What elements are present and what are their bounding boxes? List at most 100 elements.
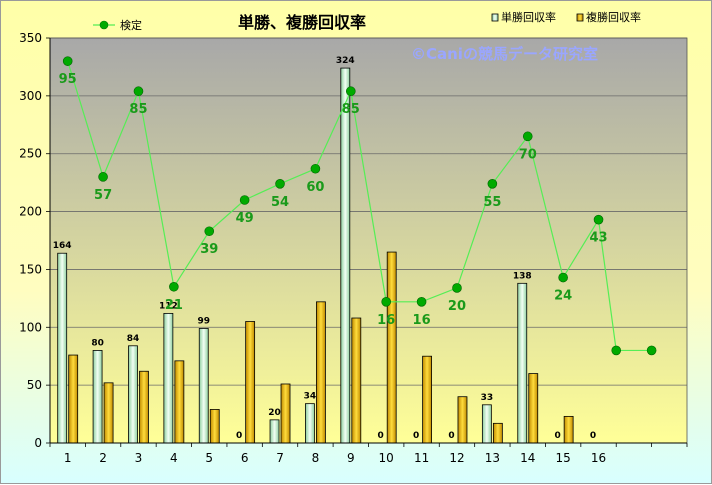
y-tick-label-0: 0 xyxy=(34,436,42,450)
test-label-16: 43 xyxy=(589,231,607,246)
test-label-3: 85 xyxy=(129,102,147,117)
place-bar-13 xyxy=(492,422,503,444)
win-bar-8 xyxy=(305,403,315,444)
test-point-10 xyxy=(381,297,391,307)
win-bar-label-10: 0 xyxy=(378,431,384,441)
test-line xyxy=(67,60,652,352)
win-bar-label-5: 99 xyxy=(197,316,210,326)
x-tick-label-5: 5 xyxy=(205,451,213,465)
win-bar-label-8: 34 xyxy=(304,392,317,402)
place-bar-8 xyxy=(316,301,326,444)
place-bar-1 xyxy=(68,354,79,444)
win-bar-7 xyxy=(269,419,280,444)
legend-item-win: 単勝回収率 xyxy=(491,10,556,24)
legend-item-place: 複勝回収率 xyxy=(576,10,641,24)
win-bar-label-9: 324 xyxy=(336,56,355,66)
x-tick-label-14: 14 xyxy=(520,451,535,465)
test-point-1 xyxy=(62,56,73,66)
x-tick-label-8: 8 xyxy=(312,451,320,465)
win-bar-9 xyxy=(340,67,351,444)
y-tick-label-150: 150 xyxy=(19,262,42,276)
win-bar-label-4: 112 xyxy=(159,301,178,311)
x-tick-label-11: 11 xyxy=(414,451,429,465)
win-bar-label-14: 138 xyxy=(513,271,532,281)
plot-area xyxy=(50,38,687,443)
win-bar-label-12: 0 xyxy=(448,431,454,441)
win-bar-14 xyxy=(517,282,528,444)
test-point-16 xyxy=(593,214,604,225)
win-bar-label-13: 33 xyxy=(481,393,494,403)
test-point-6 xyxy=(239,195,250,205)
win-bar-label-7: 20 xyxy=(268,408,281,418)
x-tick-label-1: 1 xyxy=(64,451,72,465)
watermark: ©Caniの競馬データ研究室 xyxy=(411,45,598,63)
win-bar-label-11: 0 xyxy=(413,431,419,441)
test-label-4: 21 xyxy=(165,298,183,313)
win-bar-label-3: 84 xyxy=(127,334,140,344)
place-bar-4 xyxy=(174,360,185,444)
test-label-6: 49 xyxy=(236,211,254,226)
test-point-9 xyxy=(346,86,356,97)
win-bar-1 xyxy=(57,252,68,444)
test-label-14: 70 xyxy=(519,147,537,162)
y-tick-label-50: 50 xyxy=(27,378,42,392)
test-point-13 xyxy=(487,179,498,189)
win-bar-5 xyxy=(198,328,209,444)
legend-place-swatch xyxy=(576,13,584,22)
test-point-12 xyxy=(452,283,462,293)
test-point-4 xyxy=(169,281,179,292)
win-bar-label-2: 80 xyxy=(91,338,104,348)
test-label-8: 60 xyxy=(306,180,324,195)
x-tick-label-3: 3 xyxy=(135,451,143,465)
test-label-9: 85 xyxy=(342,102,360,117)
test-point-17 xyxy=(611,345,622,356)
test-label-11: 16 xyxy=(413,313,431,328)
test-point-8 xyxy=(310,163,321,174)
y-tick-label-200: 200 xyxy=(19,205,42,219)
x-tick-label-10: 10 xyxy=(379,451,394,465)
x-tick-label-16: 16 xyxy=(591,451,606,465)
chart-title: 単勝、複勝回収率 xyxy=(238,13,366,32)
test-point-5 xyxy=(204,226,215,237)
legend-win-swatch xyxy=(491,13,499,22)
place-bar-15 xyxy=(563,415,574,444)
legend-line-label: 検定 xyxy=(120,18,142,32)
test-label-13: 55 xyxy=(483,195,501,210)
x-tick-label-2: 2 xyxy=(99,451,107,465)
test-label-15: 24 xyxy=(554,289,572,304)
place-bar-14 xyxy=(528,373,539,444)
x-tick-label-12: 12 xyxy=(449,451,464,465)
line-series xyxy=(62,56,657,356)
test-point-11 xyxy=(416,297,427,307)
win-bar-13 xyxy=(481,404,492,444)
y-tick-label-300: 300 xyxy=(19,89,42,103)
data-labels: 164 80 84 112 99 0 20 34 324 0 0 0 33 138 0 0 95 57 85 21 39… xyxy=(53,56,608,441)
win-bar-4 xyxy=(163,312,174,444)
test-point-18 xyxy=(646,345,657,356)
test-point-15 xyxy=(558,272,568,283)
test-point-7 xyxy=(275,179,285,189)
place-bar-7 xyxy=(280,383,291,444)
x-tick-label-6: 6 xyxy=(241,451,249,465)
test-point-14 xyxy=(522,131,533,142)
x-tick-label-13: 13 xyxy=(485,451,500,465)
test-label-10: 16 xyxy=(377,313,395,328)
win-bar-label-16: 0 xyxy=(590,431,596,441)
place-bar-12 xyxy=(457,396,468,444)
y-tick-label-350: 350 xyxy=(19,31,42,45)
test-label-5: 39 xyxy=(200,242,218,257)
y-tick-label-250: 250 xyxy=(19,147,42,161)
win-bar-label-1: 164 xyxy=(53,241,72,251)
place-bar-6 xyxy=(245,321,256,444)
place-bar-2 xyxy=(103,382,114,444)
bar-series xyxy=(57,67,574,444)
win-bar-label-15: 0 xyxy=(555,431,561,441)
legend-win-label: 単勝回収率 xyxy=(501,10,556,24)
x-tick-label-15: 15 xyxy=(555,451,570,465)
place-bar-10 xyxy=(386,251,397,444)
place-bar-5 xyxy=(209,409,220,444)
place-bar-9 xyxy=(351,317,362,444)
y-tick-label-100: 100 xyxy=(19,320,42,334)
